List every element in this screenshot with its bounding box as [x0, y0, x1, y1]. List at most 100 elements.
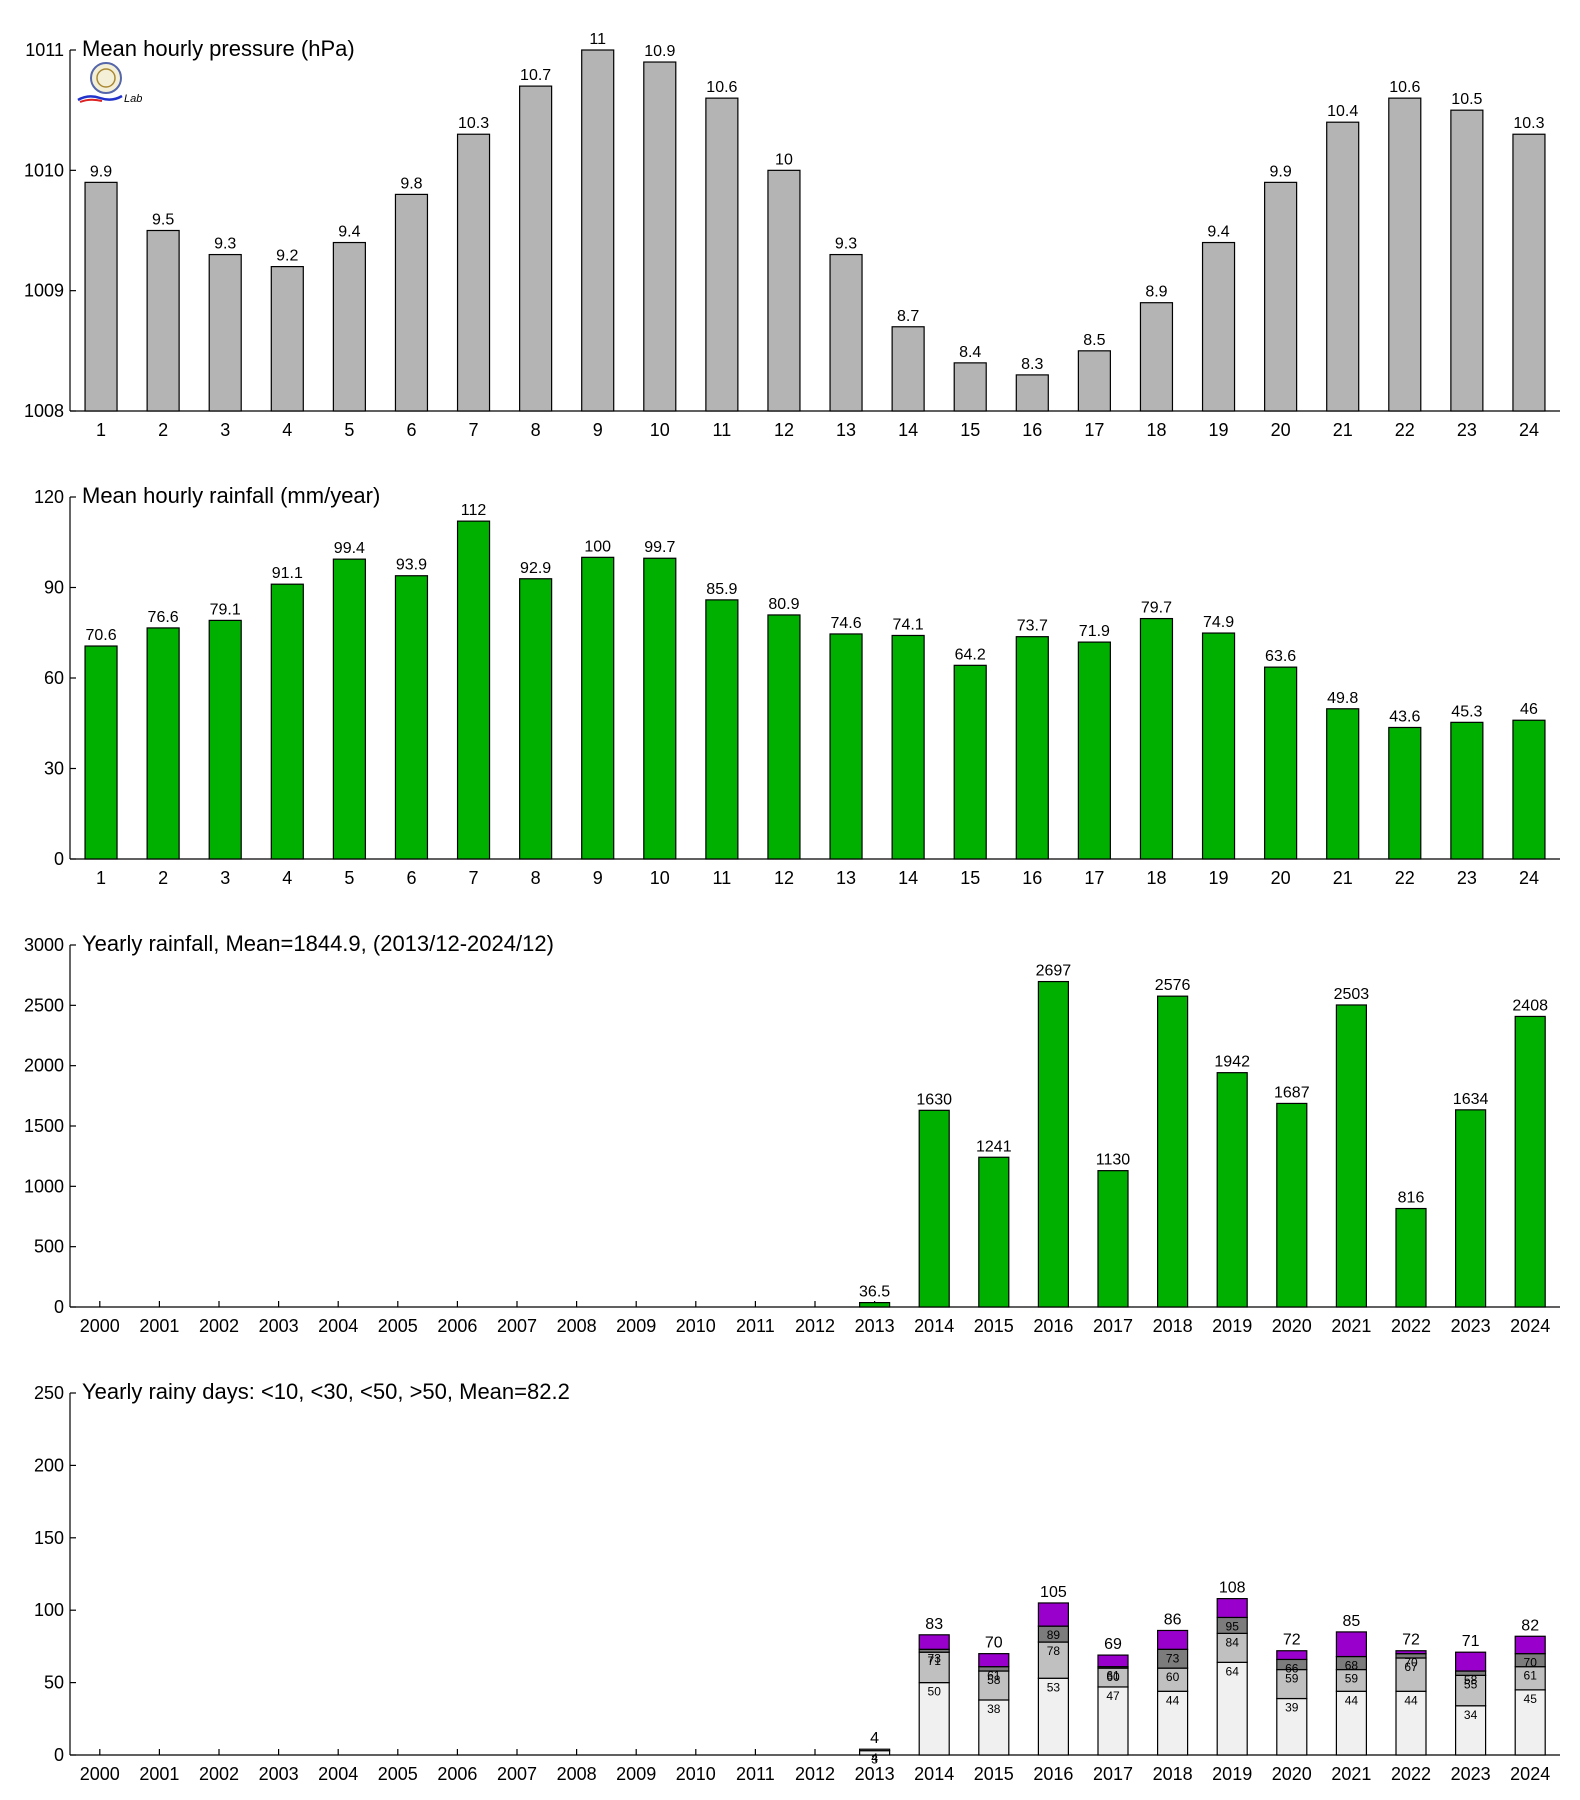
bar — [1514, 1015, 1546, 1308]
segment-label-lt50: 61 — [987, 1669, 1001, 1683]
segment-label-lt30: 59 — [1285, 1672, 1299, 1686]
bar-total-label: 72 — [1283, 1632, 1301, 1649]
bar-segment-gt50 — [1097, 1654, 1129, 1668]
bar — [1139, 617, 1174, 860]
x-tick-label: 14 — [898, 420, 918, 440]
y-tick-label: 0 — [54, 1745, 64, 1765]
bar-segment-lt30 — [978, 1670, 1010, 1701]
bar-segment-lt10 — [1276, 1697, 1308, 1756]
bar — [643, 61, 677, 412]
x-tick-label: 19 — [1209, 420, 1229, 440]
bar — [332, 558, 366, 860]
bar-value-label: 2503 — [1334, 986, 1370, 1003]
x-tick-label: 2002 — [199, 1316, 239, 1336]
y-tick-label: 1000 — [24, 1176, 64, 1196]
y-tick-label: 0 — [54, 1297, 64, 1317]
bar-value-label: 10 — [775, 151, 793, 168]
bar-value-label: 1634 — [1453, 1091, 1489, 1108]
bar-total-label: 83 — [925, 1616, 943, 1633]
x-tick-label: 2018 — [1153, 1764, 1193, 1784]
x-tick-label: 3 — [220, 420, 230, 440]
bar — [978, 1156, 1010, 1308]
bar-value-label: 79.7 — [1141, 600, 1172, 617]
bar — [84, 181, 118, 412]
y-tick-label: 2000 — [24, 1056, 64, 1076]
x-tick-label: 2009 — [616, 1316, 656, 1336]
x-tick-label: 2013 — [855, 1316, 895, 1336]
bar — [1201, 632, 1236, 860]
bar — [705, 97, 739, 412]
bar-value-label: 71.9 — [1079, 623, 1110, 640]
x-tick-label: 2004 — [318, 1316, 358, 1336]
segment-label-lt50: 73 — [928, 1651, 942, 1665]
segment-label-lt50: 66 — [1285, 1661, 1299, 1675]
x-tick-label: 2005 — [378, 1764, 418, 1784]
x-tick-label: 2005 — [378, 1316, 418, 1336]
chart-title: Yearly rainfall, Mean=1844.9, (2013/12-2… — [82, 931, 554, 956]
bar-total-label: 82 — [1521, 1617, 1539, 1634]
bar-value-label: 73.7 — [1017, 618, 1048, 635]
bar-total-label: 105 — [1040, 1584, 1067, 1601]
x-tick-label: 2006 — [437, 1764, 477, 1784]
x-tick-label: 6 — [406, 868, 416, 888]
bar-value-label: 2576 — [1155, 977, 1191, 994]
bar-value-label: 91.1 — [272, 565, 303, 582]
bar-value-label: 74.6 — [830, 615, 861, 632]
segment-label-lt30: 84 — [1226, 1635, 1240, 1649]
x-tick-label: 21 — [1333, 868, 1353, 888]
x-tick-label: 2008 — [557, 1764, 597, 1784]
bar-value-label: 99.7 — [644, 539, 675, 556]
bar — [1156, 995, 1189, 1308]
x-tick-label: 2023 — [1451, 1764, 1491, 1784]
seal-icon — [90, 62, 122, 94]
y-tick-label: 1010 — [24, 160, 64, 180]
segment-label-lt10: 3 — [871, 1753, 878, 1767]
bar — [1201, 241, 1236, 412]
y-tick-label: 1008 — [24, 401, 64, 421]
x-tick-label: 2011 — [736, 1316, 775, 1336]
bar-value-label: 1630 — [916, 1091, 952, 1108]
bar-value-label: 11 — [589, 31, 606, 48]
y-tick-label: 500 — [34, 1237, 64, 1257]
x-tick-label: 8 — [531, 420, 541, 440]
bar-value-label: 112 — [461, 502, 487, 519]
x-tick-label: 2012 — [795, 1316, 835, 1336]
x-tick-label: 2015 — [974, 1316, 1014, 1336]
segment-label-lt10: 44 — [1404, 1693, 1418, 1707]
segment-label-lt30: 60 — [1106, 1670, 1120, 1684]
x-tick-label: 12 — [774, 420, 794, 440]
y-tick-label: 0 — [54, 849, 64, 869]
bar-segment-lt30 — [1276, 1668, 1308, 1700]
bar — [394, 575, 429, 860]
bar-segment-gt50 — [978, 1653, 1010, 1668]
chart-yearly-rainfall: Yearly rainfall, Mean=1844.9, (2013/12-2… — [24, 931, 1560, 1336]
x-tick-label: 16 — [1022, 868, 1042, 888]
segment-label-lt30: 55 — [1464, 1677, 1478, 1691]
bar-value-label: 1687 — [1274, 1084, 1310, 1101]
bar — [1454, 1109, 1487, 1308]
x-tick-label: 20 — [1271, 420, 1291, 440]
x-tick-label: 2001 — [139, 1316, 179, 1336]
bar — [705, 599, 739, 860]
x-tick-label: 2024 — [1510, 1764, 1550, 1784]
bar — [1395, 1207, 1427, 1308]
bar-value-label: 9.9 — [90, 163, 112, 180]
bar — [918, 1109, 950, 1308]
segment-label-lt10: 34 — [1464, 1708, 1478, 1722]
bar — [1077, 350, 1111, 412]
x-tick-label: 2014 — [914, 1316, 954, 1336]
bar — [581, 556, 615, 860]
segment-label-lt10: 53 — [1047, 1680, 1061, 1694]
x-tick-label: 2016 — [1033, 1316, 1073, 1336]
bar — [1077, 641, 1111, 860]
x-tick-label: 15 — [960, 420, 980, 440]
bar-value-label: 9.2 — [276, 248, 298, 265]
bar — [1015, 636, 1049, 860]
x-tick-label: 6 — [406, 420, 416, 440]
x-tick-label: 4 — [282, 868, 292, 888]
bar-total-label: 85 — [1343, 1613, 1361, 1630]
bar-value-label: 36.5 — [859, 1284, 890, 1301]
bar — [1015, 374, 1049, 412]
x-tick-label: 19 — [1209, 868, 1229, 888]
